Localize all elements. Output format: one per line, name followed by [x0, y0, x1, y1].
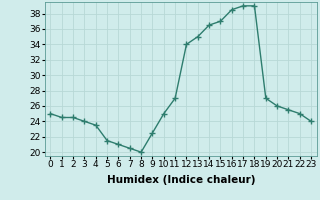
X-axis label: Humidex (Indice chaleur): Humidex (Indice chaleur)	[107, 175, 255, 185]
